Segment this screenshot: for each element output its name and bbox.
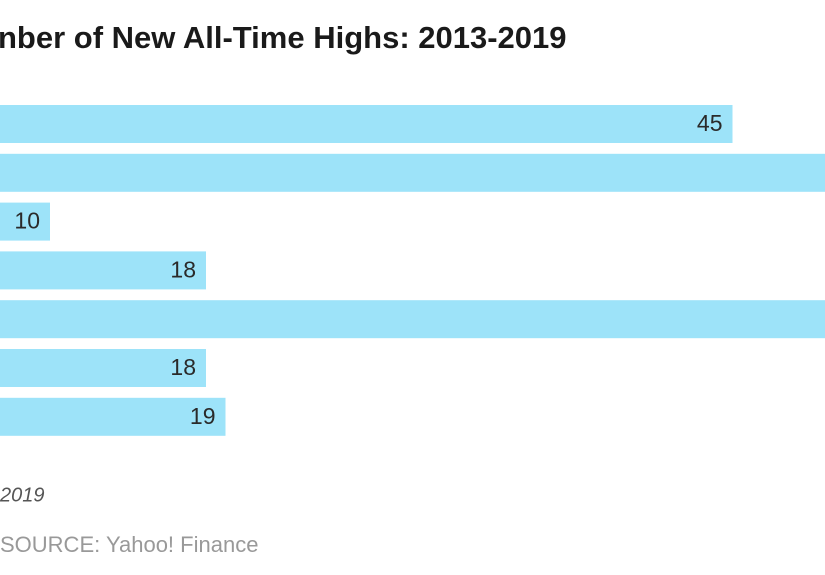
bar	[0, 349, 206, 387]
value-label: 18	[170, 354, 196, 380]
source: SOURCE: Yahoo! Finance	[0, 532, 258, 557]
bar	[0, 153, 825, 192]
bar	[0, 202, 50, 241]
footnote: 2019	[0, 484, 45, 506]
chart-title: nber of New All-Time Highs: 2013-2019	[0, 20, 567, 55]
bar	[0, 397, 226, 436]
bar	[0, 105, 733, 143]
bar	[0, 251, 206, 290]
value-label: 19	[190, 403, 216, 429]
bar	[0, 300, 825, 339]
value-label: 18	[170, 256, 196, 282]
value-label: 10	[14, 208, 40, 234]
value-label: 45	[697, 110, 723, 136]
